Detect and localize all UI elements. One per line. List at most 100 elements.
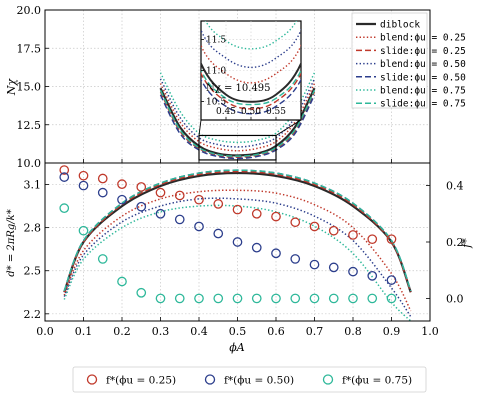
y-tick-label: 2.5 [24,265,42,278]
scatter-point [232,237,243,247]
scatter-point [348,230,358,240]
scatter-point [155,208,166,219]
series-line [63,171,412,293]
series-line [63,189,412,312]
scatter-point [78,180,89,191]
y-tick-label: 10.0 [17,157,42,170]
scatter-point [117,194,127,205]
legend-label: diblock [380,20,420,31]
inset-y-tick-label: 10.5 [206,97,226,107]
zoom-connector [198,119,202,136]
inset-series-line [201,78,301,115]
top-y-axis-label: Nχ [5,78,18,97]
bottom-scatter [59,165,397,304]
scatter-point [309,259,320,270]
bottom-legend: f*(ϕu = 0.25) f*(ϕu = 0.50) f*(ϕu = 0.75) [72,366,427,393]
top-legend: diblock blend:ϕu = 0.25 slide:ϕu = 0.25 ble… [351,12,466,110]
legend-marker [204,374,216,385]
scatter-point [136,201,147,212]
bottom-gridlines [44,163,431,321]
inset-ticks: 0.45 0.50 0.55 10.5 11.0 11.5 [201,36,286,120]
scatter-point [271,248,281,259]
x-tick-label: 0.0 [36,325,54,338]
bottom-curves [63,169,412,321]
top-curves [159,72,316,160]
x-tick-label: 0.8 [344,325,362,338]
scatter-point [213,228,224,239]
legend-label: f*(ϕu = 0.75) [342,375,412,387]
scatter-point [386,275,397,285]
scatter-point [367,293,378,304]
inset-series-line [201,72,301,110]
y2-tick-label: 0.0 [446,292,464,305]
y2-tick-label: 0.4 [446,180,464,193]
series-line [159,72,316,144]
inset-x-tick-label: 0.50 [241,107,261,117]
inset-curves [201,21,301,115]
x-tick-label: 0.1 [75,325,93,338]
series-line [159,89,316,157]
series-line [63,169,412,292]
scatter-point [251,208,262,219]
inset-y-tick-label: 11.0 [206,67,226,77]
legend-marker [86,374,98,385]
legend-label: f*(ϕu = 0.25) [106,375,176,387]
inset-series-line [201,61,301,103]
top-axis-ticks: 10.0 12.5 15.0 17.5 20.0 [17,4,431,170]
inset-y-tick-label: 11.5 [206,36,226,46]
x-tick-label: 0.3 [152,325,170,338]
bottom-y2-axis-label: f* [460,238,473,249]
legend-label: blend:ϕu = 0.50 [380,59,466,70]
scatter-point [309,293,320,304]
scatter-point [174,190,185,201]
scatter-point [386,234,397,245]
scatter-point [194,293,204,304]
x-tick-label: 0.2 [113,325,131,338]
inset-x-tick-label: 0.55 [266,107,286,117]
scatter-point [251,293,262,304]
series-line [159,91,316,158]
scatter-point [367,271,378,281]
scatter-point [194,194,204,205]
series-line [159,94,316,160]
scatter-point [136,182,147,192]
legend-label: slide:ϕu = 0.50 [380,72,466,83]
series-line [63,197,412,318]
legend-label: f*(ϕu = 0.50) [224,375,294,387]
y-tick-label: 20.0 [17,4,42,17]
scatter-point [309,221,320,232]
scatter-point [59,165,70,175]
zoom-connector [275,119,302,136]
scatter-point [155,293,166,304]
scatter-point [271,211,281,222]
legend-label: slide:ϕu = 0.75 [380,99,466,110]
inset-series-line [201,44,301,84]
legend-marker [322,374,334,385]
x-tick-label: 0.6 [267,325,285,338]
y-tick-label: 2.2 [24,308,42,321]
scatter-point [97,254,108,264]
scatter-point [78,225,89,236]
inset-annotation: Nχ = 10.495 [206,83,271,94]
series-line [159,83,316,152]
scatter-point [290,217,301,228]
legend-label: slide:ϕu = 0.25 [380,46,466,57]
legend-frame [351,12,428,109]
scatter-point [97,173,108,184]
scatter-point [97,187,108,198]
inset-x-tick-label: 0.45 [216,107,236,117]
legend-label: blend:ϕu = 0.75 [380,86,466,97]
series-line [63,170,412,293]
series-line [159,78,316,148]
bottom-axis-ticks: 0.0 0.1 0.2 0.3 0.4 0.5 0.6 0.7 0.8 0.9 1.0 2.2 2.5 2… [24,179,464,338]
x-tick-label: 0.4 [190,325,208,338]
scatter-point [117,276,127,287]
y-tick-label: 2.8 [24,222,42,235]
scatter-point [174,214,185,225]
y-tick-label: 3.1 [24,179,42,192]
legend-frame [72,366,427,393]
scatter-point [328,293,339,304]
scatter-point [213,293,224,304]
scatter-point [213,199,224,209]
